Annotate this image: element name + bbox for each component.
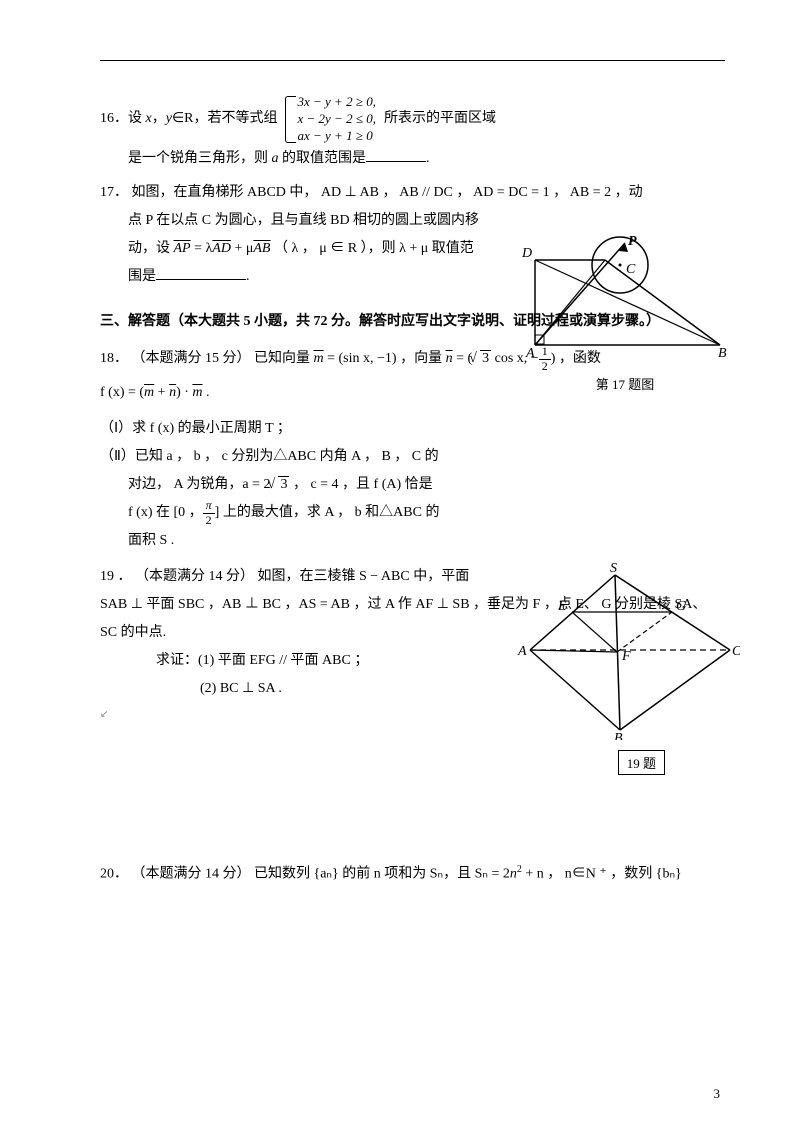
lbl-A: A bbox=[517, 644, 527, 659]
q17-line1: 如图，在直角梯形 ABCD 中， AD ⊥ AB ， AB // DC ， AD… bbox=[132, 185, 643, 200]
t: f (x) = ( bbox=[100, 385, 144, 400]
sqrt3: 3 bbox=[472, 345, 491, 373]
lbl-B: B bbox=[614, 731, 623, 740]
lbl-D: D bbox=[521, 246, 532, 261]
q18-part2a: （Ⅱ）已知 a ， b ， c 分别为△ABC 内角 A ， B ， C 的 bbox=[100, 443, 500, 471]
var-a: a bbox=[272, 151, 279, 166]
t: ] 上的最大值，求 A ， b 和△ABC 的 bbox=[215, 505, 440, 520]
q18-number: 18． bbox=[100, 351, 128, 366]
figure-19-caption: 19 题 bbox=[618, 750, 665, 775]
t: ， bbox=[152, 111, 166, 126]
sys-row-2: x − 2y − 2 ≤ 0, bbox=[297, 111, 375, 128]
lbl-G: G bbox=[676, 599, 686, 614]
lbl-B: B bbox=[718, 346, 727, 361]
lbl-S: S bbox=[610, 561, 617, 576]
vec-m: m bbox=[192, 385, 202, 400]
inequality-system: 3x − y + 2 ≥ 0, x − 2y − 2 ≤ 0, ax − y +… bbox=[285, 94, 375, 145]
t: 对边， A 为锐角，a = 2 bbox=[128, 477, 270, 492]
page-number: 3 bbox=[714, 1086, 721, 1102]
t: 已知数列 {aₙ} 的前 n 项和为 Sₙ，且 Sₙ = 2 bbox=[254, 867, 510, 882]
t: （ λ ， μ ∈ R ），则 λ + μ 取值范 bbox=[270, 241, 473, 256]
frac-pi2: π2 bbox=[203, 499, 215, 526]
t: 所表示的平面区域 bbox=[384, 105, 496, 133]
sys-row-1: 3x − y + 2 ≥ 0, bbox=[297, 94, 375, 111]
top-rule bbox=[100, 60, 725, 61]
t: ∈R，若不等式组 bbox=[172, 111, 278, 126]
q18-part2b: 对边， A 为锐角，a = 2 3 ， c = 4 ，且 f (A) 恰是 bbox=[100, 471, 500, 499]
q20-number: 20． bbox=[100, 867, 128, 882]
page: 16． 设 x，y∈R，若不等式组 3x − y + 2 ≥ 0, x − 2y… bbox=[0, 0, 800, 1132]
t: = λ bbox=[191, 241, 213, 256]
q16-line2: 是一个锐角三角形，则 a 的取值范围是. bbox=[100, 145, 725, 173]
t: 的取值范围是 bbox=[279, 151, 367, 166]
var-n: n bbox=[510, 867, 517, 882]
t: + n ， n∈N ⁺ ，数列 {bₙ} bbox=[522, 867, 682, 882]
t: = (sin x, −1) ，向量 bbox=[324, 351, 446, 366]
vec-m: m bbox=[144, 385, 154, 400]
q18-part2c: f (x) 在 [0 ，π2] 上的最大值，求 A ， b 和△ABC 的 bbox=[100, 499, 500, 527]
t: 是一个锐角三角形，则 bbox=[128, 151, 272, 166]
q18-part1: （Ⅰ）求 f (x) 的最小正周期 T ； bbox=[100, 415, 725, 443]
q19-number: 19 ． bbox=[100, 569, 132, 584]
vec-ap: AP bbox=[174, 241, 191, 256]
den: 2 bbox=[203, 514, 215, 527]
q18-part2d: 面积 S . bbox=[100, 527, 725, 555]
vec-ad: AD bbox=[212, 241, 231, 256]
q16-text: 设 x，y∈R，若不等式组 bbox=[128, 105, 277, 133]
t: + μ bbox=[231, 241, 253, 256]
sys-row-3: ax − y + 1 ≥ 0 bbox=[297, 128, 375, 145]
q17-line3: 动，设 AP = λAD + μAB （ λ ， μ ∈ R ），则 λ + μ… bbox=[100, 235, 500, 263]
t: . bbox=[203, 385, 210, 400]
t: 围是 bbox=[128, 269, 156, 284]
question-16: 16． 设 x，y∈R，若不等式组 3x − y + 2 ≥ 0, x − 2y… bbox=[100, 94, 725, 173]
lbl-C: C bbox=[732, 644, 740, 659]
q19-points: （本题满分 14 分） bbox=[135, 569, 254, 584]
q20-points: （本题满分 14 分） bbox=[132, 867, 251, 882]
figure-19: S A B C E G F bbox=[510, 560, 740, 745]
lbl-F: F bbox=[621, 649, 631, 664]
figure-17: A B C D P 第 17 题图 bbox=[520, 235, 730, 393]
lbl-C: C bbox=[626, 262, 636, 277]
t: . bbox=[246, 269, 250, 284]
sqrt3: 3 bbox=[270, 471, 289, 499]
vec-n: n bbox=[446, 351, 453, 366]
figure-17-caption: 第 17 题图 bbox=[520, 374, 730, 393]
rad: 3 bbox=[278, 476, 289, 492]
t: . bbox=[426, 151, 430, 166]
q16-number: 16． bbox=[100, 105, 128, 133]
answer-blank bbox=[156, 266, 246, 280]
lbl-E: E bbox=[557, 599, 567, 614]
vec-ab: AB bbox=[253, 241, 270, 256]
vec-m: m bbox=[314, 351, 324, 366]
lbl-A: A bbox=[525, 346, 535, 361]
t: 已知向量 bbox=[254, 351, 314, 366]
answer-blank bbox=[366, 148, 426, 162]
t: ) · bbox=[176, 385, 192, 400]
figure-17-svg: A B C D P bbox=[520, 235, 730, 365]
t: f (x) 在 [0 ， bbox=[128, 505, 203, 520]
q17-line2: 点 P 在以点 C 为圆心，且与直线 BD 相切的圆上或圆内移 bbox=[100, 207, 500, 235]
figure-19-svg: S A B C E G F bbox=[510, 560, 740, 740]
q18-points: （本题满分 15 分） bbox=[132, 351, 251, 366]
question-20: 20． （本题满分 14 分） 已知数列 {aₙ} 的前 n 项和为 Sₙ，且 … bbox=[100, 860, 725, 889]
t: ， c = 4 ，且 f (A) 恰是 bbox=[289, 477, 432, 492]
q19-line1: 如图，在三棱锥 S − ABC 中，平面 bbox=[258, 569, 470, 584]
t: 设 bbox=[128, 111, 146, 126]
t: 动，设 bbox=[128, 241, 174, 256]
t: + bbox=[154, 385, 169, 400]
num: π bbox=[203, 499, 215, 513]
q17-number: 17． bbox=[100, 185, 128, 200]
lbl-P: P bbox=[628, 235, 637, 249]
rad: 3 bbox=[480, 350, 491, 366]
